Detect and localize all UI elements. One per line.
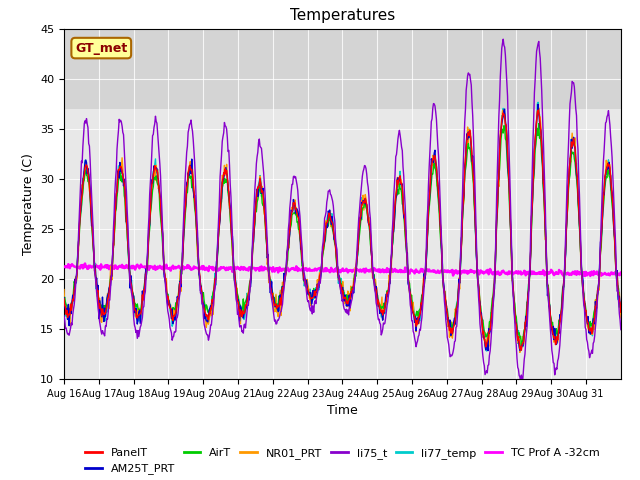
li77_temp [60,295,68,300]
NR01_PRT [535,105,543,111]
TC Prof A -32cm [586,273,594,279]
li75_t [617,327,625,333]
li75_t [228,213,236,218]
TC Prof A -32cm [277,268,285,274]
PanelT [60,296,68,301]
AM25T_PRT [431,147,439,153]
NR01_PRT [60,287,68,292]
TC Prof A -32cm [126,264,134,270]
Line: li75_t: li75_t [64,39,621,382]
Bar [64,29,621,109]
AirT [617,304,625,310]
PanelT [518,348,525,353]
AirT [125,266,133,272]
li75_t [400,173,408,179]
AirT [255,184,263,190]
NR01_PRT [431,157,439,163]
AirT [518,343,525,349]
NR01_PRT [617,315,625,321]
PanelT [228,231,236,237]
PanelT [255,181,263,187]
PanelT [125,266,133,272]
TC Prof A -32cm [256,264,264,270]
li75_t [516,379,524,385]
NR01_PRT [276,288,284,293]
Line: TC Prof A -32cm: TC Prof A -32cm [64,264,621,276]
Line: li77_temp: li77_temp [64,102,621,351]
Line: NR01_PRT: NR01_PRT [64,108,621,352]
Legend: PanelT, AM25T_PRT, AirT, NR01_PRT, li75_t, li77_temp, TC Prof A -32cm: PanelT, AM25T_PRT, AirT, NR01_PRT, li75_… [81,444,604,479]
AirT [276,296,284,302]
PanelT [431,153,439,158]
PanelT [617,310,625,315]
AM25T_PRT [534,101,542,107]
NR01_PRT [228,233,236,239]
PanelT [276,295,284,301]
Text: GT_met: GT_met [75,42,127,55]
li77_temp [617,309,625,315]
TC Prof A -32cm [81,261,89,266]
li77_temp [534,99,542,105]
li77_temp [276,289,284,295]
Y-axis label: Temperature (C): Temperature (C) [22,153,35,255]
li75_t [499,36,507,42]
li75_t [276,309,284,315]
NR01_PRT [516,349,524,355]
NR01_PRT [125,264,133,270]
Line: PanelT: PanelT [64,110,621,350]
li75_t [60,312,68,318]
PanelT [400,211,408,216]
TC Prof A -32cm [432,270,440,276]
AM25T_PRT [484,348,492,354]
AirT [228,236,236,242]
AirT [60,296,68,301]
TC Prof A -32cm [617,270,625,276]
li77_temp [125,261,133,267]
li77_temp [228,227,236,233]
AM25T_PRT [400,214,408,220]
li77_temp [431,154,439,160]
TC Prof A -32cm [401,269,408,275]
AM25T_PRT [255,183,263,189]
X-axis label: Time: Time [327,405,358,418]
NR01_PRT [255,186,263,192]
AirT [431,165,439,171]
li75_t [431,103,439,109]
li77_temp [255,178,263,184]
li77_temp [483,348,490,354]
Line: AM25T_PRT: AM25T_PRT [64,104,621,351]
AirT [535,121,543,127]
TC Prof A -32cm [60,264,68,269]
PanelT [534,107,542,113]
AM25T_PRT [276,292,284,298]
AM25T_PRT [617,305,625,311]
AM25T_PRT [228,237,236,242]
AM25T_PRT [60,295,68,300]
li75_t [125,262,133,268]
AirT [400,212,408,218]
Line: AirT: AirT [64,124,621,346]
AM25T_PRT [125,269,133,275]
TC Prof A -32cm [228,269,236,275]
Title: Temperatures: Temperatures [290,9,395,24]
li77_temp [400,206,408,212]
NR01_PRT [400,213,408,219]
li75_t [255,136,263,142]
